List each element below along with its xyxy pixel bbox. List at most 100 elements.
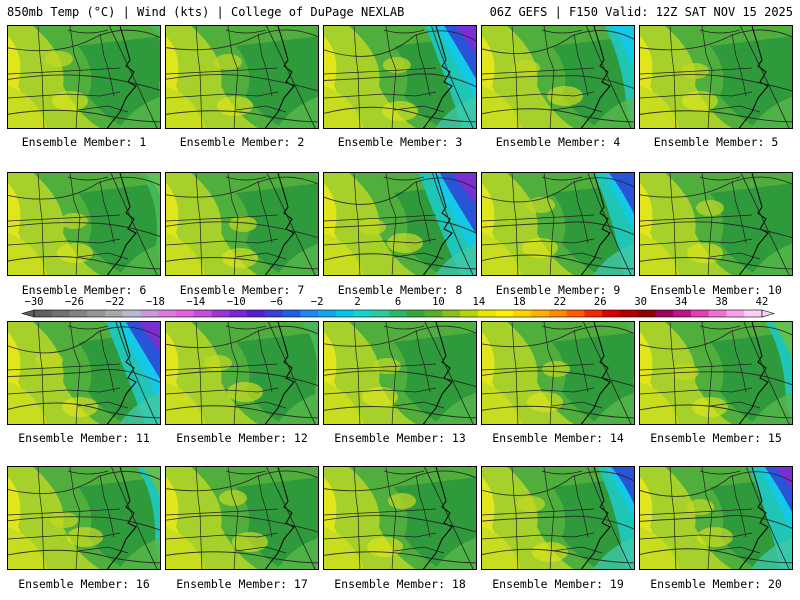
temperature-field	[482, 173, 634, 275]
colorbar-swatch	[460, 310, 479, 317]
colorbar-swatch	[406, 310, 426, 317]
colorbar-swatch	[477, 310, 497, 317]
colorbar-swatch	[371, 310, 390, 317]
member-label: Ensemble Member: 2	[179, 135, 305, 149]
temperature-field	[324, 173, 476, 275]
colorbar-swatch	[264, 310, 283, 317]
colorbar-swatch	[566, 310, 585, 317]
ensemble-member-map	[165, 172, 319, 276]
colorbar-swatch	[353, 310, 372, 317]
member-label: Ensemble Member: 8	[337, 283, 463, 297]
colorbar-tick-label: 22	[553, 296, 567, 308]
colorbar-tick-label: 30	[634, 296, 647, 308]
temperature-field	[640, 26, 792, 128]
ensemble-member-map	[639, 25, 793, 129]
colorbar-tick-label: −18	[145, 296, 165, 308]
ensemble-member-map	[323, 321, 477, 425]
ensemble-member-map	[165, 466, 319, 570]
colorbar-swatch	[51, 310, 70, 317]
temperature-field	[166, 173, 318, 275]
map-title: 850mb Temp (°C) | Wind (kts) | College o…	[7, 5, 405, 19]
temperature-field	[324, 322, 476, 424]
temperature-field	[166, 322, 318, 424]
ensemble-member-map	[7, 172, 161, 276]
colorbar-swatch	[726, 310, 745, 317]
member-label: Ensemble Member: 4	[495, 135, 621, 149]
run-info: 06Z GEFS | F150 Valid: 12Z SAT NOV 15 20…	[489, 5, 793, 19]
colorbar-tick-label: −14	[186, 296, 206, 308]
colorbar-arrow-left	[20, 309, 35, 318]
colorbar-scale	[20, 309, 776, 318]
ensemble-member-map	[481, 466, 635, 570]
colorbar-swatch	[140, 310, 159, 317]
temperature-field	[166, 467, 318, 569]
colorbar-swatch	[193, 310, 212, 317]
colorbar-swatch	[300, 310, 319, 317]
member-label: Ensemble Member: 15	[650, 431, 782, 445]
header: 850mb Temp (°C) | Wind (kts) | College o…	[0, 0, 800, 24]
colorbar-swatch	[282, 310, 301, 317]
colorbar-tick-label: 26	[593, 296, 607, 308]
temperature-field	[8, 467, 160, 569]
colorbar-swatch	[424, 310, 443, 317]
temperature-field	[482, 467, 634, 569]
colorbar-swatch	[513, 310, 532, 317]
ensemble-member-map	[323, 172, 477, 276]
ensemble-member-map	[481, 172, 635, 276]
colorbar-tick-label: 42	[755, 296, 769, 308]
member-label: Ensemble Member: 10	[650, 283, 782, 297]
colorbar-swatch	[105, 310, 124, 317]
colorbar-swatch	[602, 310, 621, 317]
colorbar-tick-label: 34	[674, 296, 688, 308]
colorbar-swatch	[318, 310, 337, 317]
colorbar-swatch	[389, 310, 408, 317]
colorbar-tick-label: 38	[715, 296, 728, 308]
ensemble-member-map	[7, 321, 161, 425]
colorbar-swatch	[637, 310, 656, 317]
ensemble-member-map	[7, 466, 161, 570]
member-label: Ensemble Member: 12	[176, 431, 308, 445]
colorbar-swatch	[619, 310, 639, 317]
ensemble-member-map	[639, 321, 793, 425]
member-label: Ensemble Member: 17	[176, 577, 308, 591]
colorbar-swatch	[176, 310, 195, 317]
colorbar-swatch	[158, 310, 177, 317]
colorbar-arrow-right	[761, 309, 776, 318]
colorbar-tick-label: 2	[354, 296, 361, 308]
colorbar-swatch	[442, 310, 461, 317]
colorbar-tick-label: 18	[513, 296, 526, 308]
temperature-field	[640, 467, 792, 569]
temperature-colorbar: −30 −26 −22 −18 −14 −10 −6 −2 2 6 10 14 18 22 26 30 34 38…	[0, 296, 800, 322]
temperature-field	[482, 322, 634, 424]
colorbar-swatch	[495, 310, 514, 317]
temperature-field	[8, 322, 160, 424]
colorbar-swatch	[211, 310, 230, 317]
colorbar-swatch	[229, 310, 248, 317]
ensemble-member-map	[165, 25, 319, 129]
ensemble-member-map	[165, 321, 319, 425]
ensemble-member-map	[7, 25, 161, 129]
colorbar-swatch	[744, 310, 763, 317]
member-label: Ensemble Member: 20	[650, 577, 782, 591]
colorbar-swatch	[531, 310, 550, 317]
ensemble-member-map	[323, 25, 477, 129]
colorbar-tick-label: 10	[432, 296, 445, 308]
colorbar-swatch	[34, 310, 53, 317]
temperature-field	[8, 173, 160, 275]
member-label: Ensemble Member: 16	[18, 577, 150, 591]
ensemble-member-map	[481, 25, 635, 129]
colorbar-swatch	[584, 310, 603, 317]
colorbar-swatch	[247, 310, 266, 317]
ensemble-member-map	[639, 466, 793, 570]
ensemble-member-map	[481, 321, 635, 425]
colorbar-tick-label: −2	[310, 296, 324, 308]
colorbar-swatch	[335, 310, 355, 317]
colorbar-tick-label: 6	[394, 296, 402, 308]
member-label: Ensemble Member: 9	[495, 283, 621, 297]
member-label: Ensemble Member: 1	[21, 135, 147, 149]
colorbar-swatch	[708, 310, 727, 317]
ensemble-member-map	[639, 172, 793, 276]
colorbar-swatch	[690, 310, 710, 317]
member-label: Ensemble Member: 13	[334, 431, 466, 445]
temperature-field	[482, 26, 634, 128]
